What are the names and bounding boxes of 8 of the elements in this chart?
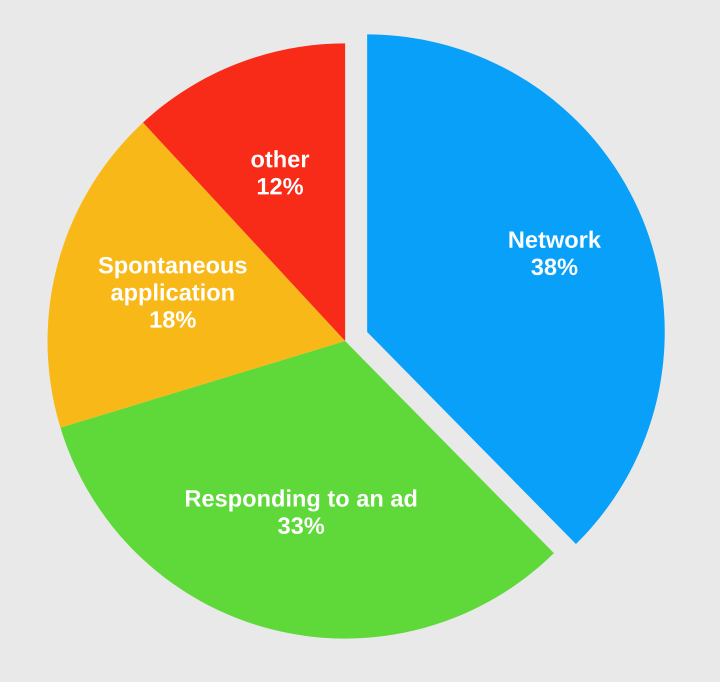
data-label: 12% [258,178,304,195]
data-label: 18% [150,311,196,328]
slice-label: other [251,150,310,168]
data-label: 33% [278,517,324,534]
data-label: 38% [531,258,578,276]
slice-label: Spontaneous application [98,256,247,306]
slice-label: Responding to an ad [186,489,416,512]
slice-label: Network [509,230,602,248]
